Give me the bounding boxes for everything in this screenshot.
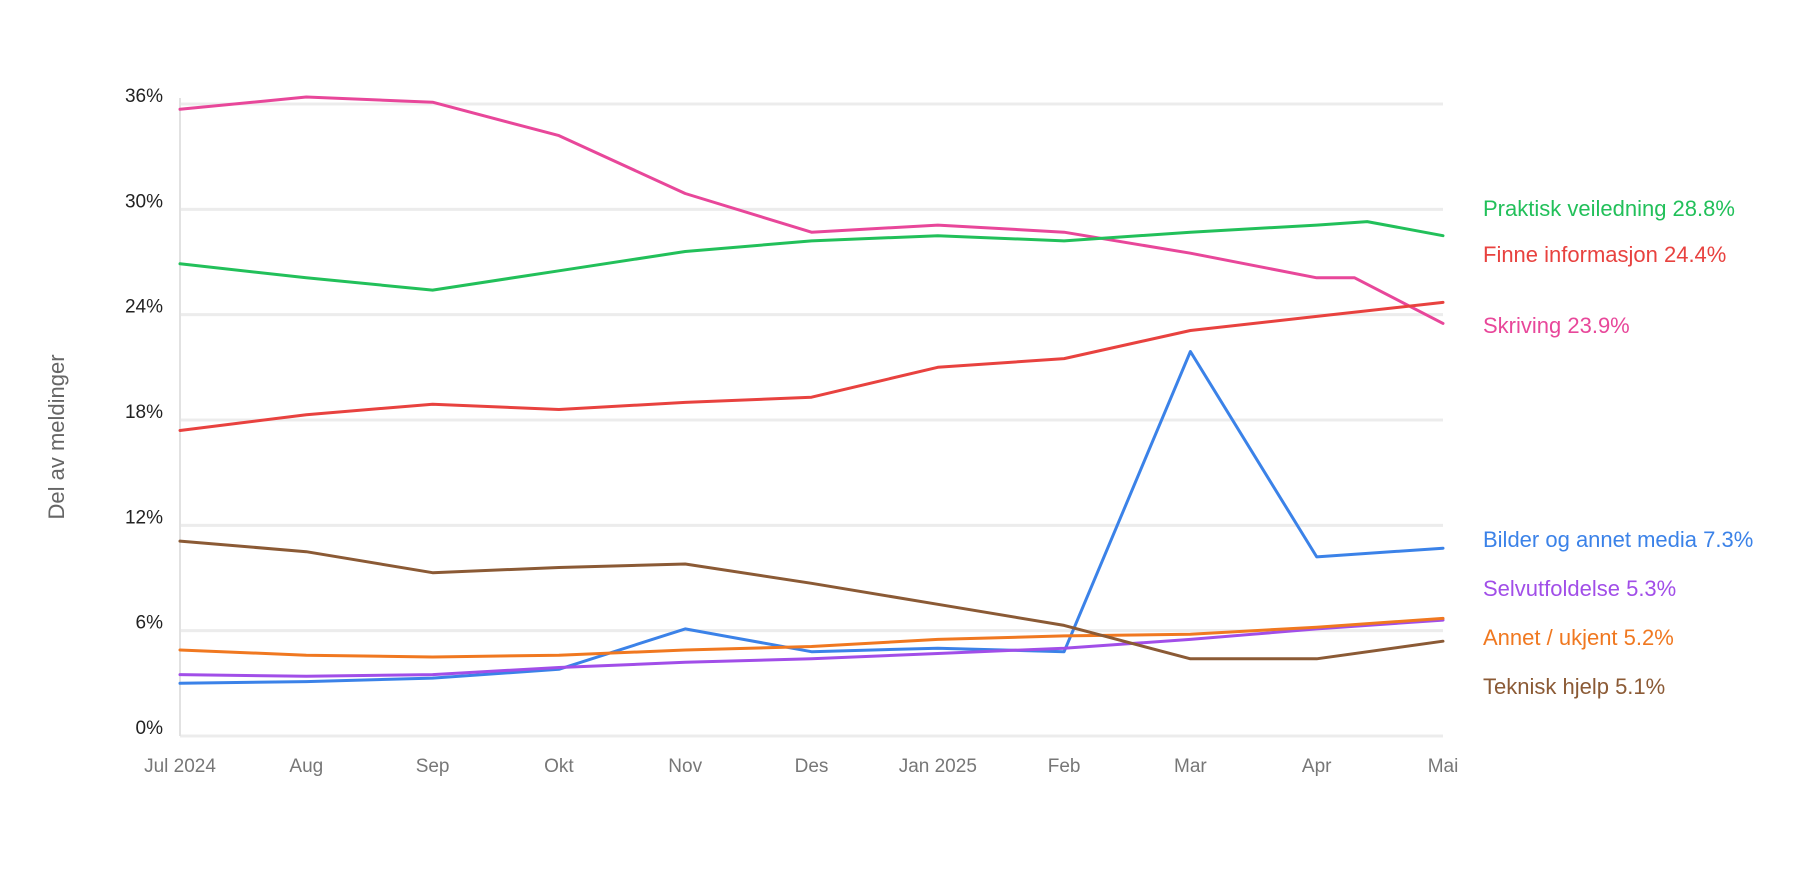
x-tick-label: Mai (1428, 756, 1459, 777)
y-axis-tick-labels: 0% 6% 12% 18% 24% 30% 36% (125, 86, 163, 739)
series-line-finne-informasjon (178, 300, 1445, 432)
x-tick-label: Feb (1048, 756, 1081, 777)
x-axis-tick-labels: Jul 2024 Aug Sep Okt Nov Des Jan 2025 Feb Mar Apr… (144, 756, 1458, 777)
grid-lines (180, 102, 1443, 738)
series-line-bilder-og-annet-media (178, 350, 1445, 685)
series-line-skriving (178, 95, 1445, 325)
series-end-label: Bilder og annet media 7.3% (1483, 527, 1753, 552)
x-tick-label: Jan 2025 (899, 756, 977, 777)
y-tick-label: 0% (136, 718, 164, 739)
series-line-praktisk-veiledning (178, 220, 1445, 292)
x-tick-label: Des (795, 756, 829, 777)
series-end-label: Selvutfoldelse 5.3% (1483, 576, 1676, 601)
series-end-label: Teknisk hjelp 5.1% (1483, 674, 1665, 699)
series-end-label: Skriving 23.9% (1483, 313, 1630, 338)
series-end-label: Praktisk veiledning 28.8% (1483, 196, 1735, 221)
y-tick-label: 36% (125, 86, 163, 107)
y-tick-label: 12% (125, 507, 163, 528)
series-lines (178, 95, 1445, 685)
x-tick-label: Nov (668, 756, 702, 777)
x-tick-label: Apr (1302, 756, 1332, 777)
y-tick-label: 6% (136, 613, 164, 634)
series-line-annet-ukjent (178, 616, 1445, 659)
series-end-label: Annet / ukjent 5.2% (1483, 625, 1674, 650)
y-axis-label: Del av meldinger (44, 354, 69, 519)
series-line-teknisk-hjelp (178, 539, 1445, 661)
x-tick-label: Sep (416, 756, 450, 777)
series-line-selvutfoldelse (178, 618, 1445, 678)
x-tick-label: Jul 2024 (144, 756, 216, 777)
x-tick-label: Aug (289, 756, 323, 777)
series-end-label: Finne informasjon 24.4% (1483, 242, 1726, 267)
y-tick-label: 24% (125, 297, 163, 318)
series-end-labels: Skriving 23.9% Praktisk veiledning 28.8% F… (1483, 196, 1753, 699)
y-tick-label: 30% (125, 191, 163, 212)
y-tick-label: 18% (125, 402, 163, 423)
x-tick-label: Mar (1174, 756, 1207, 777)
x-tick-label: Okt (544, 756, 574, 777)
